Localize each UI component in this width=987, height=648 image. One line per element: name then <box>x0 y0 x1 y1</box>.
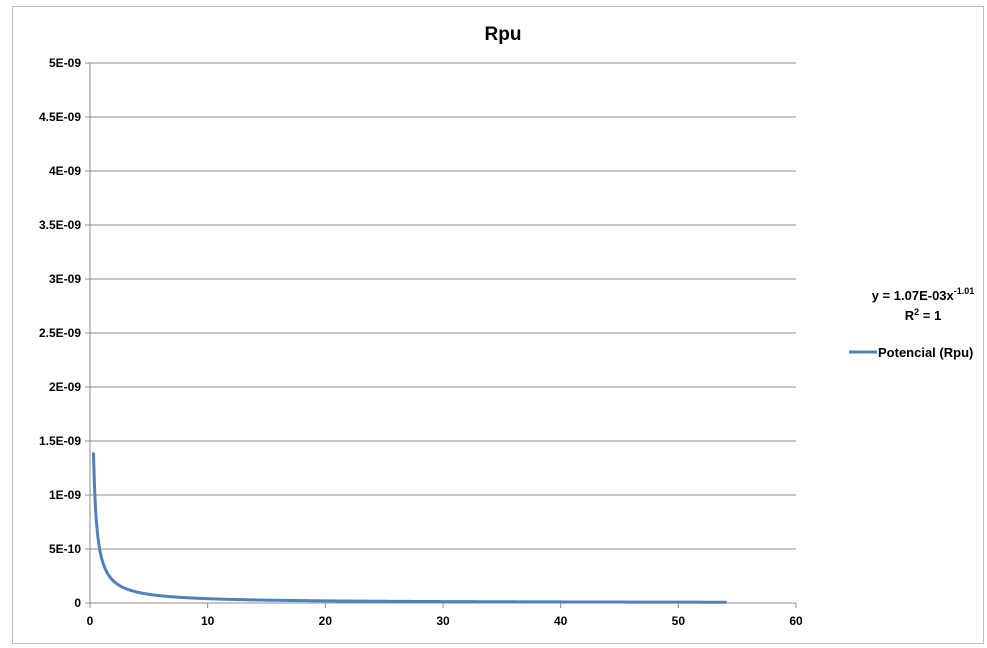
chart-frame: Rpu 0 5E-10 1E-09 1.5E-09 2E-09 2.5E-09 3E-09 3… <box>12 6 984 644</box>
r-squared-label: R2 = 1 <box>905 307 941 323</box>
y-axis-ticks: 0 5E-10 1E-09 1.5E-09 2E-09 2.5E-09 3E-09 3.5E-… <box>39 56 90 610</box>
x-axis-ticks: 0 10 20 30 40 50 60 <box>87 603 803 628</box>
x-tick-label: 60 <box>789 614 803 628</box>
y-tick-label: 1E-09 <box>49 488 81 502</box>
line-chart: Rpu 0 5E-10 1E-09 1.5E-09 2E-09 2.5E-09 3E-09 3… <box>39 24 975 628</box>
trendline-equation: y = 1.07E-03x-1.01 <box>872 286 975 303</box>
y-tick-label: 5E-09 <box>49 56 81 70</box>
series-line <box>92 452 727 604</box>
plot-area <box>92 452 727 604</box>
gridlines <box>90 62 796 550</box>
x-tick-label: 50 <box>672 614 686 628</box>
y-tick-label: 4.5E-09 <box>39 110 81 124</box>
y-tick-label: 3.5E-09 <box>39 218 81 232</box>
x-tick-label: 20 <box>319 614 333 628</box>
legend-label: Potencial (Rpu) <box>878 345 973 360</box>
y-tick-label: 2E-09 <box>49 380 81 394</box>
x-tick-label: 30 <box>436 614 450 628</box>
y-tick-label: 3E-09 <box>49 272 81 286</box>
x-tick-label: 40 <box>554 614 568 628</box>
y-tick-label: 0 <box>74 596 81 610</box>
x-tick-label: 0 <box>87 614 94 628</box>
x-tick-label: 10 <box>201 614 215 628</box>
legend: Potencial (Rpu) <box>849 345 973 360</box>
y-tick-label: 4E-09 <box>49 164 81 178</box>
chart-title: Rpu <box>485 24 522 45</box>
y-tick-label: 2.5E-09 <box>39 326 81 340</box>
y-tick-label: 1.5E-09 <box>39 434 81 448</box>
y-tick-label: 5E-10 <box>49 542 81 556</box>
